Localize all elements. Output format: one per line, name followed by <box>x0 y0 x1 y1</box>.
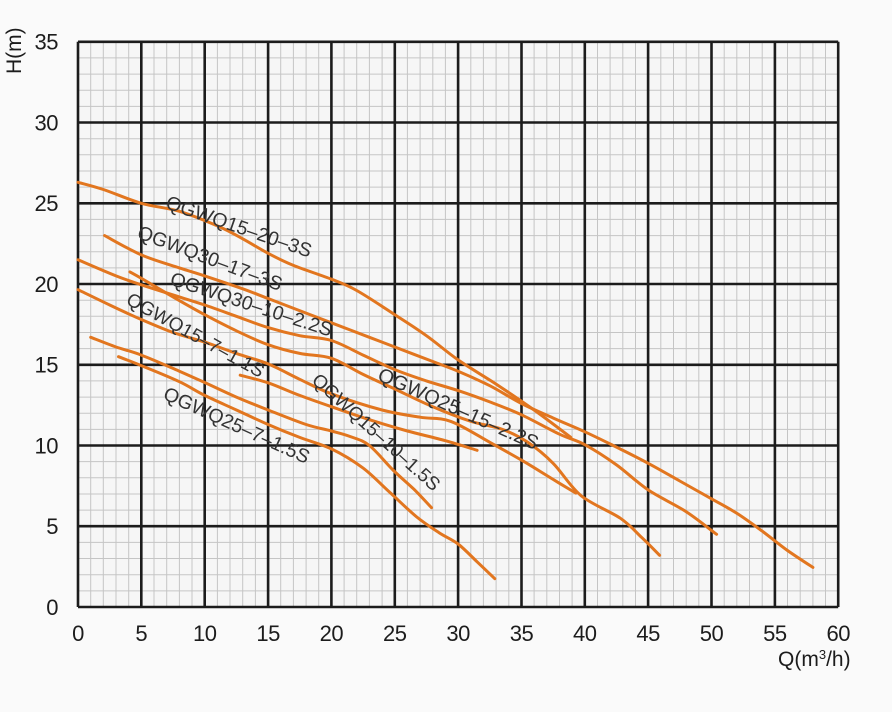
svg-text:40: 40 <box>573 621 597 646</box>
svg-text:25: 25 <box>383 621 407 646</box>
svg-text:60: 60 <box>826 621 850 646</box>
svg-text:30: 30 <box>446 621 470 646</box>
svg-text:5: 5 <box>46 514 58 539</box>
svg-text:35: 35 <box>35 30 59 55</box>
svg-text:10: 10 <box>35 433 59 458</box>
svg-text:20: 20 <box>35 272 59 297</box>
svg-text:45: 45 <box>636 621 660 646</box>
svg-text:25: 25 <box>35 191 59 216</box>
svg-text:20: 20 <box>320 621 344 646</box>
svg-text:30: 30 <box>35 110 59 135</box>
svg-text:10: 10 <box>193 621 217 646</box>
svg-text:0: 0 <box>72 621 84 646</box>
svg-text:55: 55 <box>763 621 787 646</box>
svg-text:0: 0 <box>46 595 58 620</box>
svg-text:15: 15 <box>35 353 59 378</box>
svg-text:Q(m3/h): Q(m3/h) <box>778 647 851 671</box>
svg-text:H(m): H(m) <box>3 27 26 74</box>
svg-text:50: 50 <box>700 621 724 646</box>
svg-text:5: 5 <box>135 621 147 646</box>
svg-text:35: 35 <box>510 621 534 646</box>
svg-text:15: 15 <box>256 621 280 646</box>
